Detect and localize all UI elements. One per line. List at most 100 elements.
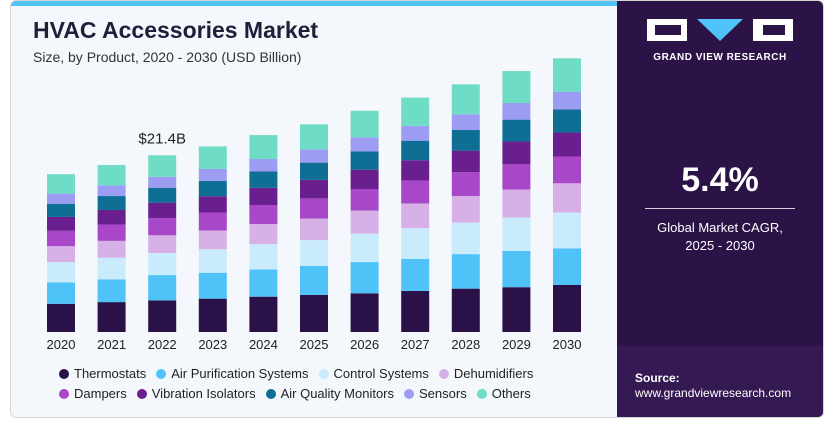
bar-segment-2025-control-systems [300,240,328,266]
legend-swatch [265,389,276,399]
gvr-logo-icon [647,19,793,41]
bar-segment-2026-sensors [350,137,379,152]
bar-segment-2024-sensors [249,159,278,172]
x-tick-label: 2030 [553,337,582,352]
bar-segment-2025-air-quality-monitors [300,162,328,180]
legend-swatch [404,389,414,399]
x-tick-label: 2027 [401,337,430,352]
bar-segment-2025-vibration-isolators [300,179,328,199]
cagr-value: 5.4% [681,161,759,199]
bar-segment-2027-air-purification-systems [401,258,430,291]
bar-segment-2029-dehumidifiers [502,189,531,218]
bar-segment-2022-dehumidifiers [148,235,177,253]
bar-segment-2025-dampers [300,198,328,219]
bar-segment-2024-others [249,135,278,160]
legend-label: Sensors [419,386,467,401]
bar-segment-2025-air-purification-systems [300,265,328,295]
bar-segment-2022-sensors [148,176,177,189]
bar-segment-2020-others [47,174,75,194]
legend-item: Others [476,386,531,401]
bar-segment-2028-others [451,84,480,115]
bar-segment-2021-control-systems [97,257,126,280]
bar-segment-2028-dampers [451,172,480,197]
bar-segment-2026-dampers [350,189,379,211]
bar-segment-2025-sensors [300,149,328,163]
bar-segment-2022-air-purification-systems [148,275,177,301]
bar-segment-2030-dampers [553,156,581,184]
bar-segment-2024-vibration-isolators [249,187,278,205]
bar-segment-2023-vibration-isolators [198,196,227,213]
legend-swatch [156,369,167,379]
x-tick-label: 2028 [451,337,480,352]
chart-title: HVAC Accessories Market [33,17,319,43]
legend-swatch [59,369,69,379]
bar-segment-2024-dehumidifiers [249,223,278,245]
cagr-block: 5.4% Global Market CAGR, 2025 - 2030 [617,161,823,255]
bar-segment-2024-air-purification-systems [249,269,278,297]
bar-segment-2021-dehumidifiers [97,240,126,258]
legend-item: Vibration Isolators [136,386,256,401]
bar-segment-2022-control-systems [148,252,177,276]
source-label: Source: [635,371,680,385]
bar-segment-2026-thermostats [350,293,379,332]
bar-segment-2023-others [198,146,227,169]
cagr-label: Global Market CAGR, [657,220,783,235]
bar-segment-2027-thermostats [401,290,430,332]
legend-swatch [59,389,69,399]
bar-segment-2029-air-purification-systems [502,250,531,288]
source-url[interactable]: www.grandviewresearch.com [635,386,792,400]
bar-segment-2020-vibration-isolators [47,216,75,231]
bar-segment-2020-air-purification-systems [47,282,75,304]
bar-segment-2020-dehumidifiers [47,246,75,263]
bar-segment-2027-sensors [401,125,430,141]
chart-card: HVAC Accessories Market Size, by Product… [10,0,824,418]
brand-logo: GRAND VIEW RESEARCH [617,17,823,63]
bar-segment-2029-control-systems [502,217,531,251]
chart-subtitle: Size, by Product, 2020 - 2030 (USD Billi… [33,49,302,65]
bar-segment-2025-dehumidifiers [300,218,328,241]
bar-segment-2022-air-quality-monitors [148,188,177,203]
bar-segment-2030-control-systems [553,212,581,249]
bar-segment-2022-vibration-isolators [148,202,177,219]
value-annotation: $21.4B [138,130,186,147]
bar-segment-2026-air-quality-monitors [350,151,379,170]
bar-segment-2025-thermostats [300,294,328,332]
x-tick-label: 2026 [350,337,379,352]
bar-segment-2028-dehumidifiers [451,196,480,223]
bar-segment-2023-air-purification-systems [198,272,227,299]
legend-label: Thermostats [74,366,147,381]
bar-segment-2030-air-purification-systems [553,248,581,285]
bar-segment-2026-vibration-isolators [350,169,379,190]
legend-label: Control Systems [333,366,429,381]
bar-segment-2020-air-quality-monitors [47,203,75,217]
legend-label: Others [491,386,531,401]
legend-row: Dampers Vibration Isolators Air Quality Mo… [59,386,619,406]
brand-name: GRAND VIEW RESEARCH [653,52,787,63]
legend-swatch [438,369,449,379]
x-tick-label: 2024 [249,337,278,352]
bar-segment-2029-dampers [502,164,531,190]
x-tick-label: 2021 [97,337,126,352]
bar-segment-2020-control-systems [47,262,75,283]
legend-label: Vibration Isolators [151,386,256,401]
bar-segment-2023-sensors [198,168,227,181]
bar-segment-2023-air-quality-monitors [198,180,227,197]
source-background [617,346,823,417]
bar-segment-2023-dehumidifiers [198,230,227,250]
legend-item: Control Systems [318,366,429,381]
bar-segment-2028-sensors [451,114,480,131]
legend-label: Dehumidifiers [453,366,534,381]
bar-segment-2027-dehumidifiers [401,203,430,229]
bar-segment-2029-others [502,71,531,104]
bar-segment-2028-air-quality-monitors [451,130,480,151]
legend-label: Dampers [74,386,127,401]
legend-item: Dehumidifiers [438,366,534,381]
legend-item: Air Purification Systems [156,366,309,381]
bar-segment-2026-control-systems [350,233,379,263]
bar-segment-2025-others [300,124,328,150]
legend-swatch [476,389,487,399]
bar-segment-2021-sensors [97,185,126,197]
legend-swatch [318,369,329,379]
bar-segment-2024-thermostats [249,296,278,332]
legend-item: Dampers [59,386,127,401]
